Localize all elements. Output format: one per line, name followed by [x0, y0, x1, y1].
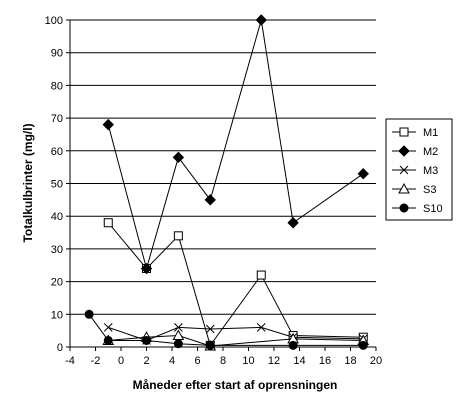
x-tick-label-16: 16: [319, 355, 331, 367]
point-m1-4: [256, 270, 266, 280]
point-m3-3: [205, 324, 215, 334]
legend-marker-s3: [398, 182, 410, 194]
axes: [66, 19, 377, 351]
point-s10-6: [358, 340, 368, 350]
point-m1-0: [103, 218, 113, 228]
point-m2-0: [102, 118, 114, 131]
x-tick-label-2: 2: [143, 355, 149, 367]
y-tick-label-40: 40: [51, 211, 63, 223]
y-axis-label: Totalkulbrinter (mg/l): [21, 123, 35, 242]
legend-item-m3: M3: [392, 165, 438, 177]
legend-item-m1: M1: [392, 127, 438, 139]
y-tick-label-10: 10: [51, 309, 63, 321]
legend-label-m2: M2: [423, 146, 438, 158]
point-m2-3: [204, 194, 216, 206]
legend-item-s10: S10: [392, 203, 443, 215]
x-tick-label--4: -4: [65, 355, 75, 367]
x-tick-label--2: -2: [91, 355, 101, 367]
legend-marker-m2: [398, 145, 410, 157]
y-tick-label-80: 80: [51, 80, 63, 92]
point-s10-2: [142, 335, 151, 345]
x-axis-label: Måneder efter start af oprensningen: [133, 378, 338, 392]
x-tick-label-10: 10: [242, 355, 254, 367]
y-tick-label-60: 60: [51, 146, 63, 158]
legend-marker-m3: [399, 165, 409, 175]
x-tick-label-20: 20: [370, 355, 382, 367]
legend-label-m3: M3: [423, 165, 438, 177]
point-s10-0: [84, 309, 94, 319]
x-tick-label-8: 8: [220, 355, 226, 367]
x-tick-label-14: 14: [293, 355, 305, 367]
series-line-m1: [107, 222, 364, 347]
y-tick-label-90: 90: [51, 48, 63, 60]
series-line-s3: [108, 335, 364, 347]
point-m2-5: [287, 217, 299, 229]
legend-label-m1: M1: [423, 127, 438, 139]
series-group: [84, 14, 370, 351]
series-m2: [102, 14, 369, 275]
y-tick-label-100: 100: [45, 15, 63, 27]
y-tick-label-50: 50: [51, 179, 63, 191]
point-m2-4: [255, 14, 267, 26]
series-s10: [84, 309, 368, 350]
x-tick-label-4: 4: [169, 355, 175, 367]
x-tick-label-6: 6: [194, 355, 200, 367]
x-tick-label-18: 18: [344, 355, 356, 367]
y-tick-label-0: 0: [57, 342, 63, 354]
gridlines: [70, 19, 376, 315]
series-line-m2: [107, 19, 364, 271]
series-line-s10: [88, 314, 364, 346]
tick-labels: 0 10 20 30 40 50 60 70 80 90 100 -4 -2 0 2 4 6 8 10 12 14 16 1…: [45, 15, 382, 367]
point-m1-2: [173, 231, 183, 241]
point-s10-1: [103, 335, 113, 345]
point-s10-5: [288, 340, 298, 350]
point-m2-2: [172, 151, 185, 164]
legend-label-s3: S3: [423, 184, 436, 196]
point-m3-0: [103, 323, 113, 332]
point-s10-4: [205, 340, 215, 350]
point-m3-2: [174, 323, 183, 332]
series-m1: [103, 218, 368, 350]
y-tick-label-30: 30: [51, 244, 63, 256]
legend: M1 M2 M3 S3 S10: [385, 118, 453, 221]
y-tick-label-70: 70: [51, 113, 63, 125]
legend-marker-m1: [399, 127, 409, 137]
y-tick-label-20: 20: [51, 277, 63, 289]
point-m2-1: [140, 262, 153, 275]
point-s10-3: [173, 339, 183, 349]
legend-item-m2: M2: [392, 145, 438, 158]
point-m2-6: [357, 167, 369, 180]
point-s3-2: [172, 329, 185, 341]
legend-marker-s10: [399, 203, 409, 213]
x-tick-label-12: 12: [268, 355, 280, 367]
point-m3-4: [256, 323, 266, 332]
x-tick-label-0: 0: [118, 355, 124, 367]
legend-label-s10: S10: [423, 203, 443, 215]
legend-item-s3: S3: [392, 182, 436, 196]
